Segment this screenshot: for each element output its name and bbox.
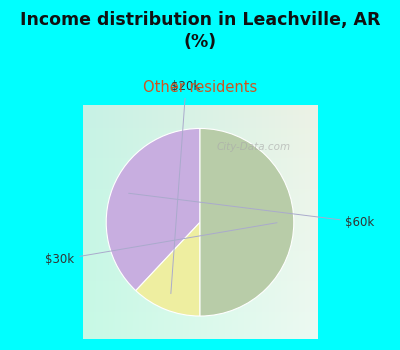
Wedge shape	[106, 128, 200, 290]
Wedge shape	[136, 222, 200, 316]
Text: $30k: $30k	[45, 223, 277, 266]
Text: Income distribution in Leachville, AR
(%): Income distribution in Leachville, AR (%…	[20, 10, 380, 51]
Text: City-Data.com: City-Data.com	[217, 142, 291, 152]
Wedge shape	[200, 128, 294, 316]
Text: Other residents: Other residents	[143, 80, 257, 96]
Text: $60k: $60k	[129, 193, 375, 229]
Text: $20k: $20k	[171, 80, 200, 294]
